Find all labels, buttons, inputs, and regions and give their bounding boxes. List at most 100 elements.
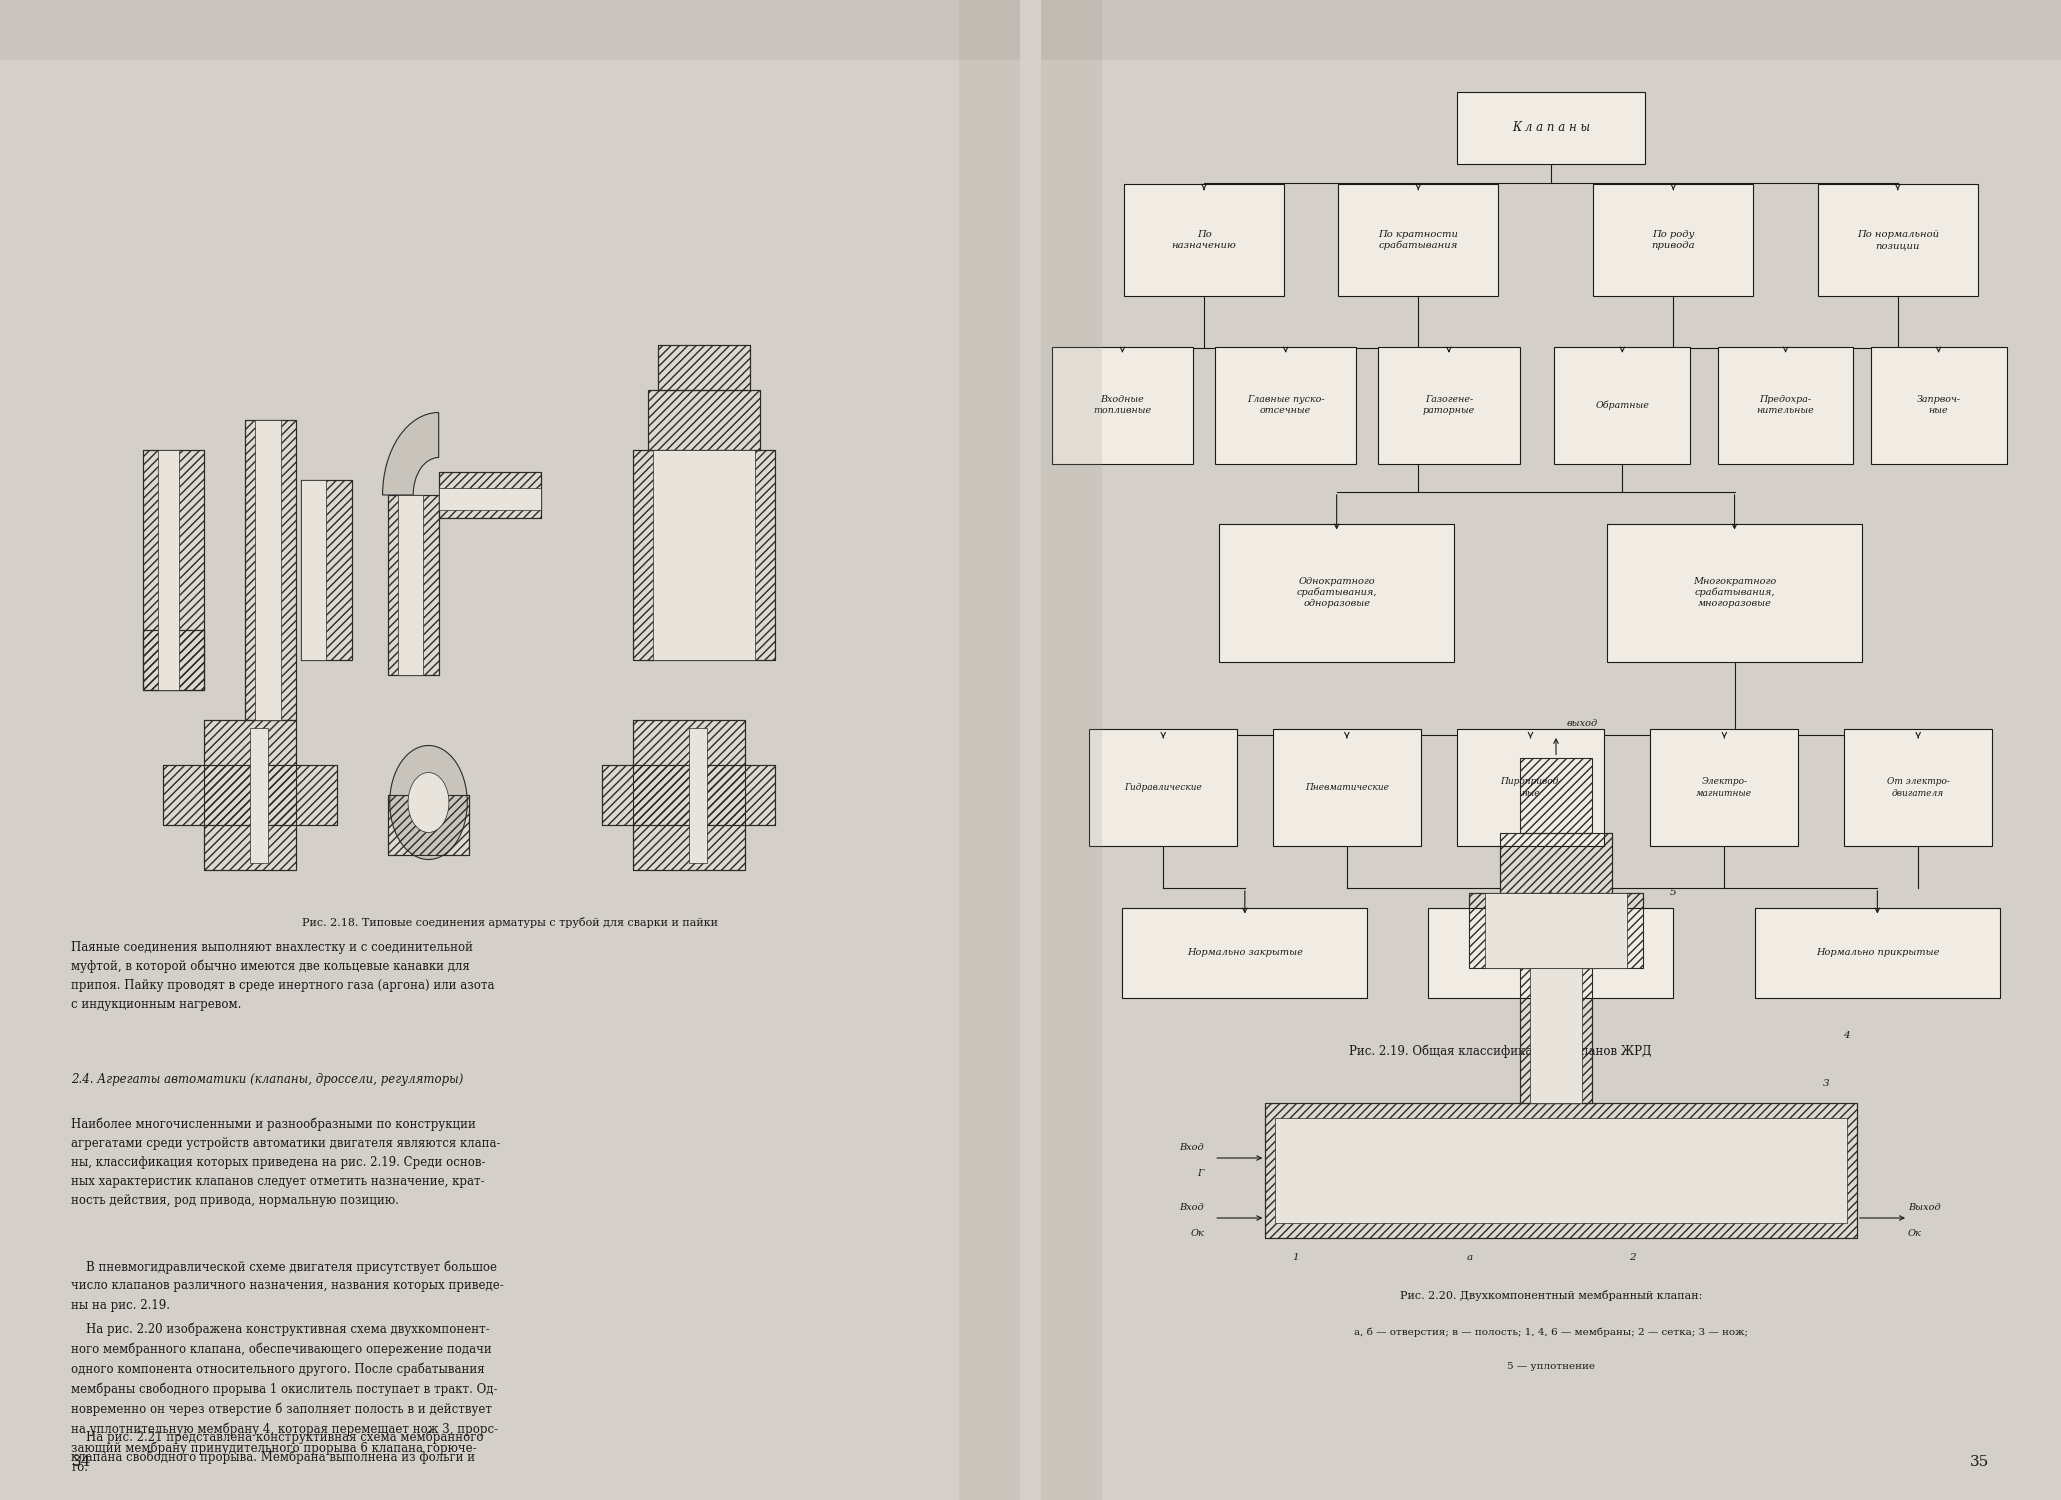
- Text: Входные
топливные: Входные топливные: [1092, 394, 1152, 416]
- Text: Пиропривод-
ные: Пиропривод- ные: [1500, 777, 1560, 798]
- FancyBboxPatch shape: [1220, 524, 1453, 662]
- Text: 35: 35: [1970, 1455, 1989, 1470]
- Bar: [1469, 892, 1643, 968]
- Text: Ок: Ок: [1189, 1228, 1204, 1238]
- Text: выход: выход: [1566, 718, 1597, 728]
- Text: 3: 3: [1824, 1078, 1830, 1088]
- Text: Электро-
магнитные: Электро- магнитные: [1696, 777, 1752, 798]
- FancyBboxPatch shape: [1379, 346, 1519, 464]
- Bar: [1521, 968, 1591, 1102]
- Bar: [249, 728, 268, 862]
- Bar: [142, 450, 204, 690]
- Text: Многократного
срабатывания,
многоразовые: Многократного срабатывания, многоразовые: [1692, 576, 1777, 609]
- Bar: [688, 728, 707, 862]
- Text: 2.4. Агрегаты автоматики (клапаны, дроссели, регуляторы): 2.4. Агрегаты автоматики (клапаны, дросс…: [72, 1072, 464, 1086]
- Text: 6: 6: [1527, 1138, 1533, 1148]
- Bar: [142, 450, 204, 690]
- Text: б: б: [1375, 1138, 1381, 1148]
- Bar: [633, 450, 775, 660]
- Bar: [602, 765, 775, 825]
- Bar: [142, 630, 204, 690]
- FancyBboxPatch shape: [1457, 92, 1645, 164]
- Wedge shape: [383, 413, 439, 495]
- Bar: [653, 450, 754, 660]
- FancyBboxPatch shape: [1651, 729, 1799, 846]
- Bar: [301, 480, 326, 660]
- Text: По кратности
срабатывания: По кратности срабатывания: [1379, 230, 1459, 251]
- Bar: [142, 630, 204, 690]
- Text: Предохра-
нительные: Предохра- нительные: [1756, 394, 1814, 416]
- Bar: [1521, 758, 1591, 833]
- Bar: [398, 495, 423, 675]
- FancyBboxPatch shape: [1428, 908, 1674, 998]
- FancyBboxPatch shape: [1090, 729, 1237, 846]
- Bar: [439, 472, 540, 518]
- Text: Вход: Вход: [1179, 1143, 1204, 1152]
- Bar: [647, 390, 761, 450]
- Text: Нормально прикрытые: Нормально прикрытые: [1816, 948, 1939, 957]
- FancyBboxPatch shape: [1717, 346, 1853, 464]
- Text: 2: 2: [1628, 1252, 1636, 1262]
- Bar: [0, 0, 1020, 60]
- Bar: [1041, 0, 2061, 60]
- Text: Главные пуско-
отсечные: Главные пуско- отсечные: [1247, 394, 1325, 416]
- Text: а: а: [1465, 1252, 1472, 1262]
- FancyBboxPatch shape: [1754, 908, 1999, 998]
- FancyBboxPatch shape: [1818, 184, 1979, 297]
- Text: Рис. 2.19. Общая классификация клапанов ЖРД: Рис. 2.19. Общая классификация клапанов …: [1348, 1044, 1651, 1058]
- Bar: [958, 0, 1020, 1500]
- Text: Гидравлические: Гидравлические: [1125, 783, 1202, 792]
- Text: По
назначению: По назначению: [1171, 230, 1237, 251]
- Bar: [439, 472, 540, 518]
- Bar: [1265, 1102, 1857, 1238]
- Bar: [1484, 892, 1628, 968]
- FancyBboxPatch shape: [1051, 346, 1193, 464]
- Bar: [439, 488, 540, 510]
- Bar: [301, 480, 352, 660]
- Text: На рис. 2.20 изображена конструктивная схема двухкомпонент-
ного мембранного кла: На рис. 2.20 изображена конструктивная с…: [72, 1323, 499, 1474]
- Bar: [387, 495, 439, 675]
- Bar: [1500, 833, 1612, 892]
- Text: 4: 4: [1843, 1030, 1851, 1039]
- Text: Паяные соединения выполняют внахлестку и с соединительной
муфтой, в которой обыч: Паяные соединения выполняют внахлестку и…: [72, 940, 495, 1011]
- Text: Однократного
срабатывания,
одноразовые: Однократного срабатывания, одноразовые: [1296, 576, 1377, 609]
- Bar: [256, 420, 280, 720]
- Circle shape: [390, 746, 468, 859]
- Bar: [1531, 968, 1581, 1102]
- Text: в: в: [1731, 1138, 1737, 1148]
- Bar: [1521, 758, 1591, 833]
- Bar: [1041, 0, 1103, 1500]
- Text: Обратные: Обратные: [1595, 400, 1649, 410]
- Bar: [387, 495, 439, 675]
- Text: Г: Г: [1197, 1168, 1204, 1178]
- Bar: [633, 720, 744, 870]
- Circle shape: [408, 772, 449, 832]
- Bar: [163, 765, 336, 825]
- FancyBboxPatch shape: [1593, 184, 1754, 297]
- Bar: [1265, 1102, 1857, 1238]
- Bar: [602, 765, 775, 825]
- Bar: [245, 420, 297, 720]
- Bar: [657, 345, 750, 390]
- Text: 34: 34: [72, 1455, 91, 1470]
- Text: К л а п а н ы: К л а п а н ы: [1513, 122, 1589, 134]
- Bar: [647, 390, 761, 450]
- FancyBboxPatch shape: [1845, 729, 1993, 846]
- Text: Рис. 2.18. Типовые соединения арматуры с трубой для сварки и пайки: Рис. 2.18. Типовые соединения арматуры с…: [303, 916, 717, 928]
- Text: Вход: Вход: [1179, 1203, 1204, 1212]
- Bar: [633, 450, 775, 660]
- FancyBboxPatch shape: [1871, 346, 2007, 464]
- Text: Наиболее многочисленными и разнообразными по конструкции
агрегатами среди устрой: Наиболее многочисленными и разнообразным…: [72, 1118, 501, 1208]
- Text: В пневмогидравлической схеме двигателя присутствует большое
число клапанов разли: В пневмогидравлической схеме двигателя п…: [72, 1260, 505, 1311]
- Bar: [159, 450, 179, 690]
- Bar: [1521, 968, 1591, 1102]
- Text: Рис. 2.20. Двухкомпонентный мембранный клапан:: Рис. 2.20. Двухкомпонентный мембранный к…: [1399, 1290, 1702, 1300]
- FancyBboxPatch shape: [1338, 184, 1498, 297]
- Bar: [204, 720, 297, 870]
- Text: 5 — уплотнение: 5 — уплотнение: [1507, 1362, 1595, 1371]
- Text: Ок: Ок: [1908, 1228, 1921, 1238]
- Bar: [633, 720, 744, 870]
- Bar: [1276, 1118, 1847, 1222]
- FancyBboxPatch shape: [1123, 908, 1366, 998]
- Text: По нормальной
позиции: По нормальной позиции: [1857, 230, 1939, 251]
